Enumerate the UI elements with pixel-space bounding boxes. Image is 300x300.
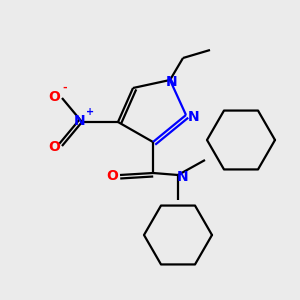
- Text: N: N: [177, 170, 189, 184]
- Text: N: N: [188, 110, 200, 124]
- Text: N: N: [166, 75, 178, 89]
- Text: O: O: [48, 90, 60, 104]
- Text: N: N: [74, 114, 86, 128]
- Text: -: -: [63, 83, 67, 93]
- Text: O: O: [106, 169, 118, 183]
- Text: +: +: [86, 107, 94, 117]
- Text: O: O: [48, 140, 60, 154]
